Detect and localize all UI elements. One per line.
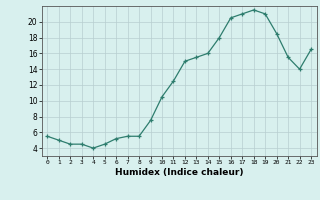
X-axis label: Humidex (Indice chaleur): Humidex (Indice chaleur) <box>115 168 244 177</box>
